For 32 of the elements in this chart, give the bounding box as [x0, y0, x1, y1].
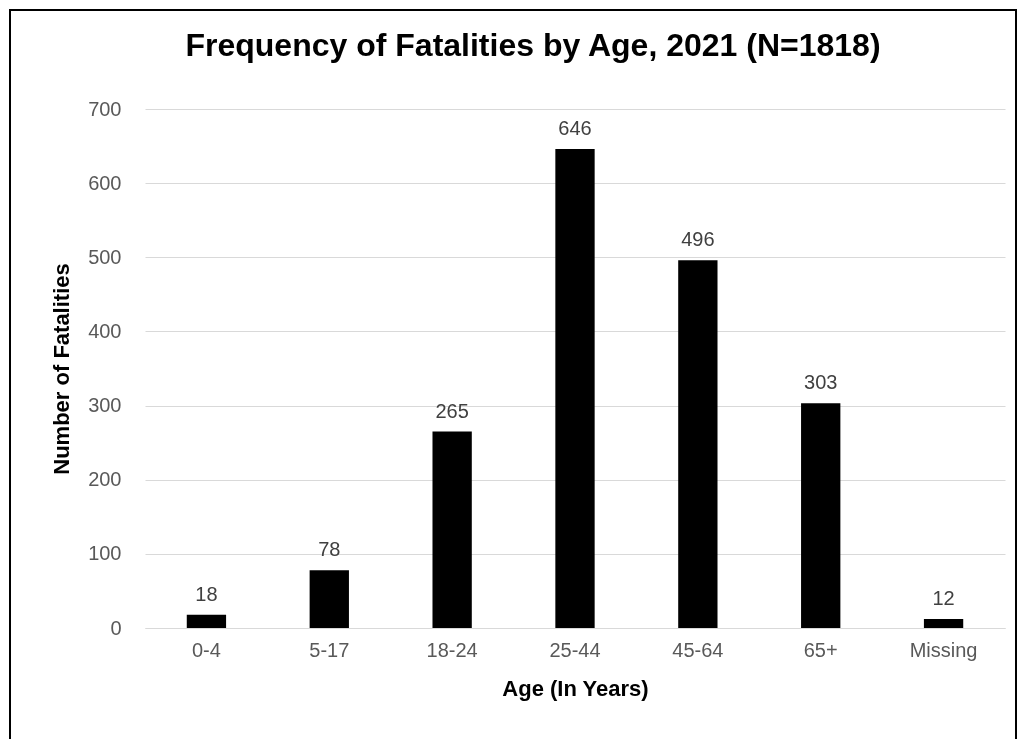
- y-tick-label: 100: [88, 542, 122, 565]
- data-label: 12: [932, 587, 955, 610]
- data-label: 265: [435, 399, 469, 422]
- data-label: 646: [558, 117, 592, 140]
- data-label: 18: [195, 582, 218, 605]
- y-axis-title: Number of Fatalities: [49, 263, 75, 475]
- bar: [186, 614, 227, 628]
- chart-title: Frequency of Fatalities by Age, 2021 (N=1818): [185, 27, 881, 63]
- bar: [923, 619, 964, 628]
- bar: [555, 149, 595, 628]
- y-tick-label: 700: [88, 97, 122, 120]
- bar: [801, 403, 841, 628]
- x-tick-label: 65+: [803, 638, 838, 661]
- x-tick-label: 5-17: [309, 638, 350, 661]
- y-tick-label: 500: [88, 245, 122, 268]
- bar: [678, 260, 718, 628]
- x-tick-label: 45-64: [672, 638, 724, 661]
- x-axis-title: Age (In Years): [502, 675, 649, 701]
- bar: [432, 431, 472, 628]
- x-tick-label: 18-24: [426, 638, 478, 661]
- data-label: 78: [318, 538, 341, 561]
- y-tick-label: 400: [88, 319, 122, 342]
- y-tick-label: 300: [88, 394, 122, 417]
- x-tick-label: Missing: [909, 638, 978, 661]
- bar: [309, 570, 349, 628]
- x-tick-label: 25-44: [549, 638, 601, 661]
- data-label: 303: [804, 371, 838, 394]
- y-tick-label: 0: [110, 616, 122, 639]
- y-tick-label: 600: [88, 171, 122, 194]
- x-tick-label: 0-4: [191, 638, 221, 661]
- data-label: 496: [681, 228, 715, 251]
- y-tick-label: 200: [88, 468, 122, 491]
